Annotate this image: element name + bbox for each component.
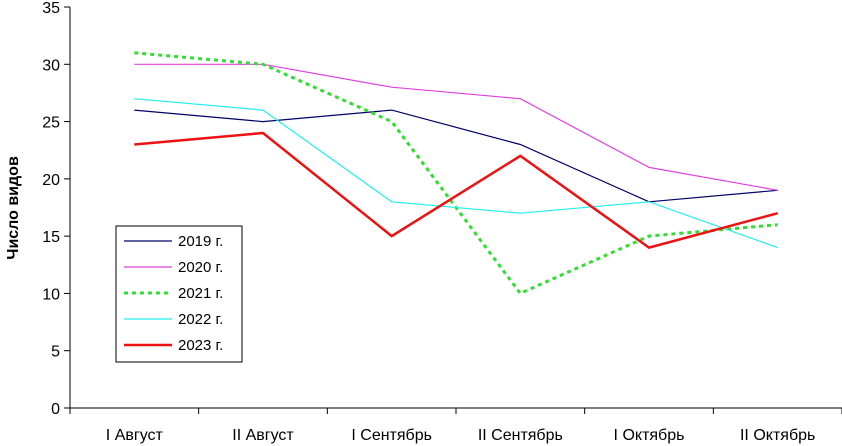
x-tick-label: I Октябрь: [614, 427, 685, 444]
y-tick-label: 20: [42, 172, 60, 189]
series-lines: [134, 51, 779, 296]
series-line-1: [134, 109, 778, 203]
y-tick-label: 10: [42, 286, 60, 303]
y-axis-label: Число видов: [5, 156, 22, 260]
x-tick-label: II Октябрь: [740, 427, 815, 444]
y-tick-label: 35: [42, 0, 60, 17]
x-tick-label: II Сентябрь: [478, 427, 563, 444]
legend-label: 2020 г.: [178, 259, 223, 276]
legend-label: 2022 г.: [178, 311, 223, 328]
y-tick-label: 25: [42, 115, 60, 132]
y-tick-label: 0: [51, 401, 60, 418]
legend: 2019 г. 2020 г. 2021 г. 2022 г. 2023 г.: [115, 225, 243, 363]
legend-box: [115, 225, 243, 363]
series-line-2: [134, 63, 778, 191]
axes: 0 5 10 15 20 25 30 35 I Август II Август I Сентябр…: [42, 0, 842, 444]
y-tick-label: 30: [42, 57, 60, 74]
legend-label: 2023 г.: [178, 337, 223, 354]
x-tick-label: II Август: [232, 427, 294, 444]
x-tick-label: I Август: [106, 427, 164, 444]
legend-label: 2021 г.: [178, 285, 223, 302]
series-line-4: [134, 98, 778, 249]
y-tick-label: 5: [51, 344, 60, 361]
y-tick-label: 15: [42, 229, 60, 246]
series-line-5: [134, 131, 779, 249]
legend-label: 2019 г.: [178, 233, 223, 250]
x-tick-label: I Сентябрь: [351, 427, 432, 444]
